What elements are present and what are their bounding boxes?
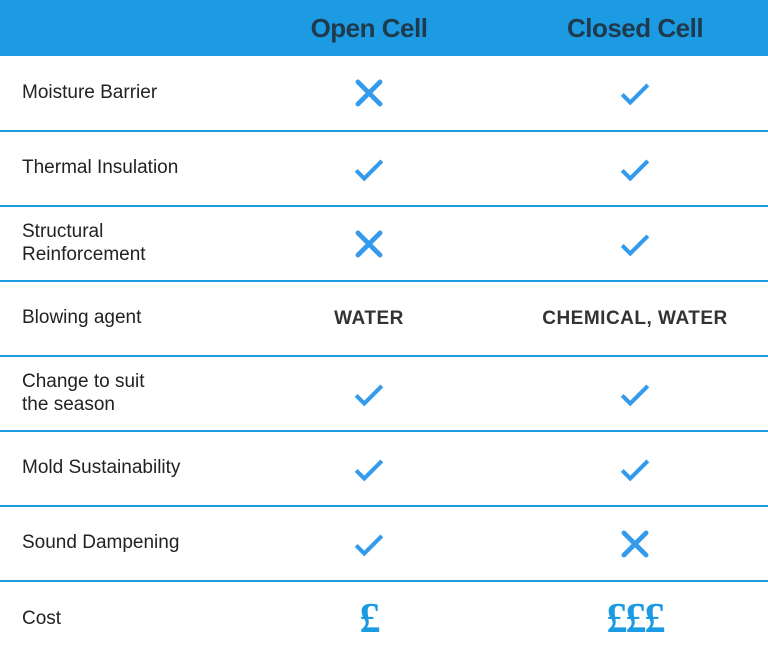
row-label: Blowing agent — [0, 281, 236, 356]
cross-icon — [616, 525, 654, 563]
header-empty — [0, 0, 236, 56]
check-icon — [350, 450, 388, 488]
cell-open — [236, 356, 502, 431]
comparison-table: Open Cell Closed Cell Moisture Barrier T… — [0, 0, 768, 656]
cell-closed: CHEMICAL, WATER — [502, 281, 768, 356]
cell-closed — [502, 131, 768, 206]
check-icon — [616, 225, 654, 263]
check-icon — [616, 74, 654, 112]
check-icon — [350, 150, 388, 188]
cross-icon — [350, 225, 388, 263]
pound-icon: £££ — [607, 596, 664, 642]
cell-open: £ — [236, 581, 502, 656]
header-open-cell: Open Cell — [236, 0, 502, 56]
table-row: Sound Dampening — [0, 506, 768, 581]
table-row: Moisture Barrier — [0, 56, 768, 131]
row-label: Sound Dampening — [0, 506, 236, 581]
cell-closed — [502, 206, 768, 281]
check-icon — [350, 525, 388, 563]
cell-text: WATER — [334, 308, 404, 329]
row-label: StructuralReinforcement — [0, 206, 236, 281]
cell-open — [236, 56, 502, 131]
cell-open — [236, 206, 502, 281]
cell-closed — [502, 431, 768, 506]
cell-open: WATER — [236, 281, 502, 356]
cell-open — [236, 506, 502, 581]
table-row: Blowing agent WATER CHEMICAL, WATER — [0, 281, 768, 356]
row-label: Cost — [0, 581, 236, 656]
check-icon — [616, 150, 654, 188]
check-icon — [350, 375, 388, 413]
cell-open — [236, 431, 502, 506]
cross-icon — [350, 74, 388, 112]
cell-open — [236, 131, 502, 206]
table-row: Cost££££ — [0, 581, 768, 656]
row-label: Mold Sustainability — [0, 431, 236, 506]
row-label: Thermal Insulation — [0, 131, 236, 206]
row-label: Moisture Barrier — [0, 56, 236, 131]
check-icon — [616, 450, 654, 488]
table-header-row: Open Cell Closed Cell — [0, 0, 768, 56]
cell-closed — [502, 56, 768, 131]
check-icon — [616, 375, 654, 413]
table-body: Moisture Barrier Thermal Insulation Stru… — [0, 56, 768, 656]
cell-text: CHEMICAL, WATER — [542, 308, 728, 329]
cell-closed: £££ — [502, 581, 768, 656]
table-row: Thermal Insulation — [0, 131, 768, 206]
header-closed-cell: Closed Cell — [502, 0, 768, 56]
pound-icon: £ — [360, 596, 379, 642]
cell-closed — [502, 356, 768, 431]
cell-closed — [502, 506, 768, 581]
row-label: Change to suitthe season — [0, 356, 236, 431]
table-row: StructuralReinforcement — [0, 206, 768, 281]
table-row: Mold Sustainability — [0, 431, 768, 506]
table-row: Change to suitthe season — [0, 356, 768, 431]
